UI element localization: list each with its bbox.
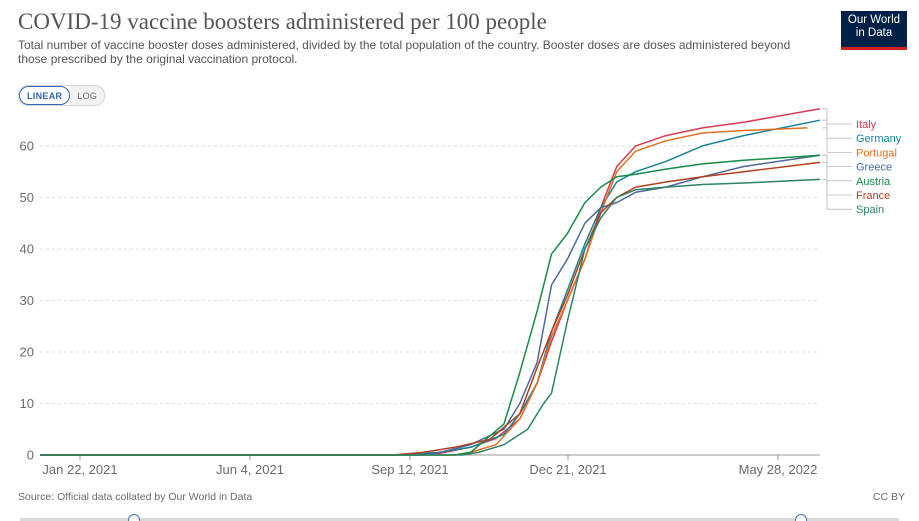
axis-layer: 0 10 20 30 40 50 60 Jan 22, 2021 Jun 4, 2021 Sep … xyxy=(20,138,820,477)
x-tick-label: Jan 22, 2021 xyxy=(42,462,117,477)
legend-label-germany[interactable]: Germany xyxy=(856,133,902,145)
x-tick-label: Sep 12, 2021 xyxy=(371,462,448,477)
scale-toggle: LINEAR LOG xyxy=(18,85,106,106)
legend-label-france[interactable]: France xyxy=(856,190,890,202)
timeline-end-handle[interactable] xyxy=(795,514,807,521)
x-tick-label: Dec 21, 2021 xyxy=(529,462,606,477)
y-tick-label: 40 xyxy=(20,241,34,256)
y-tick-label: 0 xyxy=(27,448,34,463)
series-line-austria[interactable] xyxy=(40,154,821,456)
timeline-track xyxy=(20,518,899,521)
series-line-greece[interactable] xyxy=(40,154,821,456)
chart-subtitle: Total number of vaccine booster doses ad… xyxy=(18,38,791,66)
y-tick-label: 30 xyxy=(20,293,34,308)
legend-connector xyxy=(822,154,852,167)
y-tick-label: 10 xyxy=(20,396,34,411)
legend-connector xyxy=(822,179,852,210)
legend-label-italy[interactable]: Italy xyxy=(856,119,877,131)
series-line-spain[interactable] xyxy=(40,178,821,456)
x-tick-label: Jun 4, 2021 xyxy=(216,462,284,477)
legend-label-greece[interactable]: Greece xyxy=(856,162,892,174)
legend-label-austria[interactable]: Austria xyxy=(856,176,891,188)
legend-connector xyxy=(822,108,852,125)
legend-connector xyxy=(822,162,852,196)
series-line-france[interactable] xyxy=(40,161,821,456)
grid-layer xyxy=(40,145,820,404)
y-tick-label: 20 xyxy=(20,344,34,359)
legend-label-portugal[interactable]: Portugal xyxy=(856,147,897,159)
series-line-portugal[interactable] xyxy=(40,127,808,456)
logo-line-1: Our World xyxy=(847,14,901,26)
x-tick-label: May 28, 2022 xyxy=(739,462,818,477)
timeline-start-handle[interactable] xyxy=(128,514,140,521)
source-note: Source: Official data collated by Our Wo… xyxy=(18,491,253,503)
license-link[interactable]: CC BY xyxy=(872,491,905,503)
logo-line-2: in Data xyxy=(855,27,893,39)
linear-scale-button[interactable]: LINEAR xyxy=(19,86,71,105)
series-line-germany[interactable] xyxy=(40,119,821,456)
legend-layer: Italy Germany Portugal Greece Austria France S… xyxy=(822,108,902,216)
series-layer xyxy=(40,108,821,456)
chart-title: COVID-19 vaccine boosters administered p… xyxy=(18,9,547,34)
log-scale-button[interactable]: LOG xyxy=(70,86,105,105)
y-tick-label: 50 xyxy=(20,190,34,205)
legend-connector xyxy=(822,154,852,182)
owid-logo[interactable]: Our World in Data xyxy=(841,11,907,50)
y-tick-label: 60 xyxy=(20,138,34,153)
legend-label-spain[interactable]: Spain xyxy=(856,204,884,216)
timeline-scrubber[interactable] xyxy=(0,512,919,521)
legend-connector xyxy=(822,127,852,153)
legend-connector xyxy=(822,119,852,139)
